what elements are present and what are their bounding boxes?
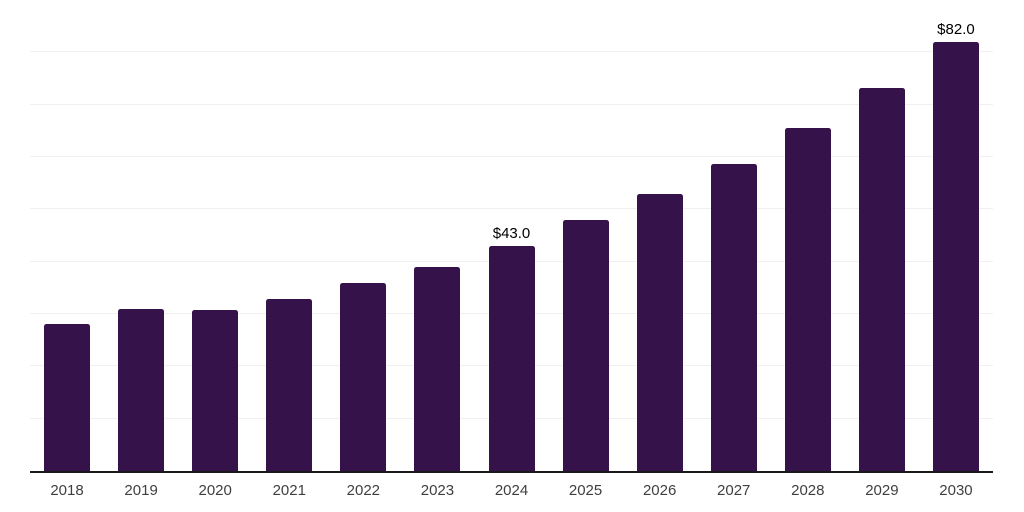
x-tick-2026: 2026 — [642, 482, 677, 499]
bar-2022 — [340, 282, 387, 471]
data-label-2024: $43.0 — [492, 224, 531, 242]
x-tick-2030: 2030 — [939, 482, 973, 499]
x-tick-2024: 2024 — [494, 482, 529, 499]
bar-2028 — [784, 128, 831, 471]
gridline-70 — [30, 103, 993, 105]
bar-2026 — [636, 194, 683, 471]
x-tick-2025: 2025 — [568, 482, 603, 499]
x-axis-labels: 2018 2019 2020 2021 2022 2023 2024 2025 2026 2027… — [30, 482, 993, 504]
x-tick-2027: 2027 — [717, 482, 751, 499]
bar-2029 — [858, 88, 905, 471]
gridline-60 — [30, 156, 993, 157]
bar-2018 — [44, 324, 91, 471]
plot-area: $43.0 $82.0 — [30, 0, 993, 471]
bar-2019 — [118, 308, 165, 471]
x-tick-2021: 2021 — [272, 482, 306, 499]
bar-2023 — [414, 266, 461, 471]
gridline-80 — [30, 51, 993, 53]
x-tick-2019: 2019 — [124, 482, 158, 499]
x-tick-2022: 2022 — [346, 482, 381, 499]
bar-2027 — [710, 164, 757, 471]
x-axis-line — [30, 471, 993, 473]
bar-2021 — [266, 299, 313, 471]
x-tick-2023: 2023 — [420, 482, 455, 499]
bar-2020 — [192, 310, 239, 471]
x-tick-2018: 2018 — [50, 482, 84, 499]
bar-2030 — [932, 41, 979, 471]
x-tick-2020: 2020 — [198, 482, 232, 499]
bar-2025 — [562, 220, 609, 471]
gridline-50 — [30, 208, 993, 210]
data-label-2030: $82.0 — [937, 20, 975, 38]
x-tick-2028: 2028 — [791, 482, 825, 499]
bar-2024 — [488, 245, 535, 471]
x-tick-2029: 2029 — [865, 482, 899, 499]
